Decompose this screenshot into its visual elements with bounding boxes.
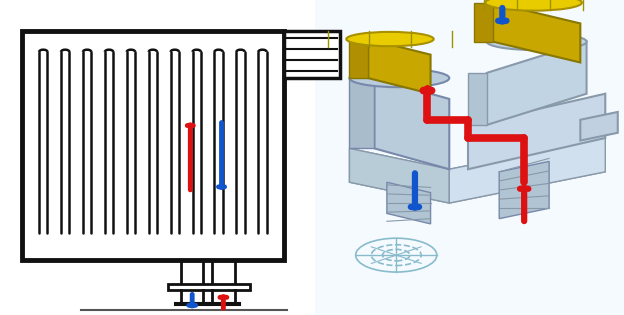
Polygon shape (349, 39, 368, 78)
Polygon shape (349, 148, 449, 203)
Bar (22, 31, 284, 260)
Polygon shape (349, 78, 374, 148)
Polygon shape (349, 138, 605, 203)
Bar (315, 0, 624, 315)
Polygon shape (499, 161, 549, 219)
Polygon shape (487, 42, 587, 125)
Ellipse shape (487, 33, 587, 50)
Bar (207, 303, 240, 305)
Polygon shape (493, 3, 580, 62)
Bar (175, 303, 209, 305)
Polygon shape (474, 3, 493, 42)
Polygon shape (387, 182, 431, 224)
Polygon shape (374, 78, 449, 169)
Ellipse shape (349, 69, 449, 87)
Polygon shape (368, 39, 431, 94)
Polygon shape (468, 94, 605, 169)
Bar (168, 284, 250, 290)
Ellipse shape (346, 32, 434, 46)
Polygon shape (468, 73, 487, 125)
Bar (284, 31, 340, 78)
Polygon shape (580, 112, 618, 140)
Polygon shape (449, 138, 605, 203)
Ellipse shape (485, 0, 582, 11)
